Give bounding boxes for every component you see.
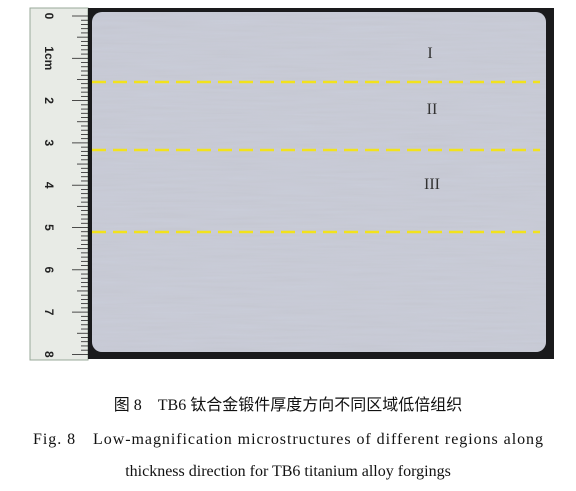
ruler-label: 4 [42,182,56,189]
caption-zh: 图 8 TB6 钛合金锻件厚度方向不同区域低倍组织 [114,396,462,414]
caption-en: Fig. 8 Low-magnification microstructures… [33,431,543,448]
ruler-label: 2 [42,97,56,104]
ruler-label: 5 [42,224,56,231]
ruler-label: 0 [42,13,56,20]
region-label: I [427,45,432,62]
ruler-label: 8 [42,351,56,358]
region-boundaries [92,80,540,234]
region-label: III [424,176,440,193]
caption-en: thickness direction for TB6 titanium all… [125,463,451,480]
sample-texture [92,12,546,352]
ruler-label: 3 [42,140,56,147]
ruler-label: 7 [42,309,56,316]
ruler-label: 6 [42,266,56,273]
ruler-label: 1cm [42,46,56,70]
ruler-ticks [72,15,88,355]
ruler [29,7,89,361]
region-label: II [427,101,438,118]
